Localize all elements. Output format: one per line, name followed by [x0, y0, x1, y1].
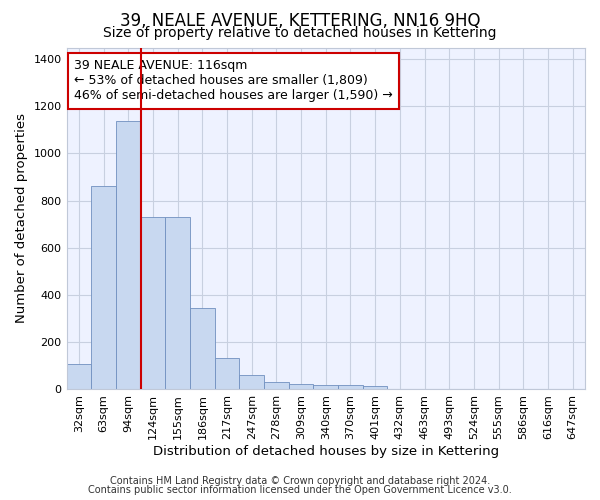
- Y-axis label: Number of detached properties: Number of detached properties: [15, 113, 28, 323]
- Bar: [363, 386, 388, 389]
- Text: Contains HM Land Registry data © Crown copyright and database right 2024.: Contains HM Land Registry data © Crown c…: [110, 476, 490, 486]
- Bar: [91, 186, 116, 389]
- Text: 39 NEALE AVENUE: 116sqm
← 53% of detached houses are smaller (1,809)
46% of semi: 39 NEALE AVENUE: 116sqm ← 53% of detache…: [74, 60, 393, 102]
- Bar: [116, 120, 140, 389]
- Bar: [264, 382, 289, 389]
- Bar: [215, 358, 239, 389]
- Bar: [313, 384, 338, 389]
- Text: 39, NEALE AVENUE, KETTERING, NN16 9HQ: 39, NEALE AVENUE, KETTERING, NN16 9HQ: [120, 12, 480, 30]
- Bar: [67, 364, 91, 389]
- Text: Size of property relative to detached houses in Kettering: Size of property relative to detached ho…: [103, 26, 497, 40]
- Bar: [140, 217, 165, 389]
- Text: Contains public sector information licensed under the Open Government Licence v3: Contains public sector information licen…: [88, 485, 512, 495]
- X-axis label: Distribution of detached houses by size in Kettering: Distribution of detached houses by size …: [153, 444, 499, 458]
- Bar: [165, 217, 190, 389]
- Bar: [239, 375, 264, 389]
- Bar: [338, 386, 363, 389]
- Bar: [190, 308, 215, 389]
- Bar: [289, 384, 313, 389]
